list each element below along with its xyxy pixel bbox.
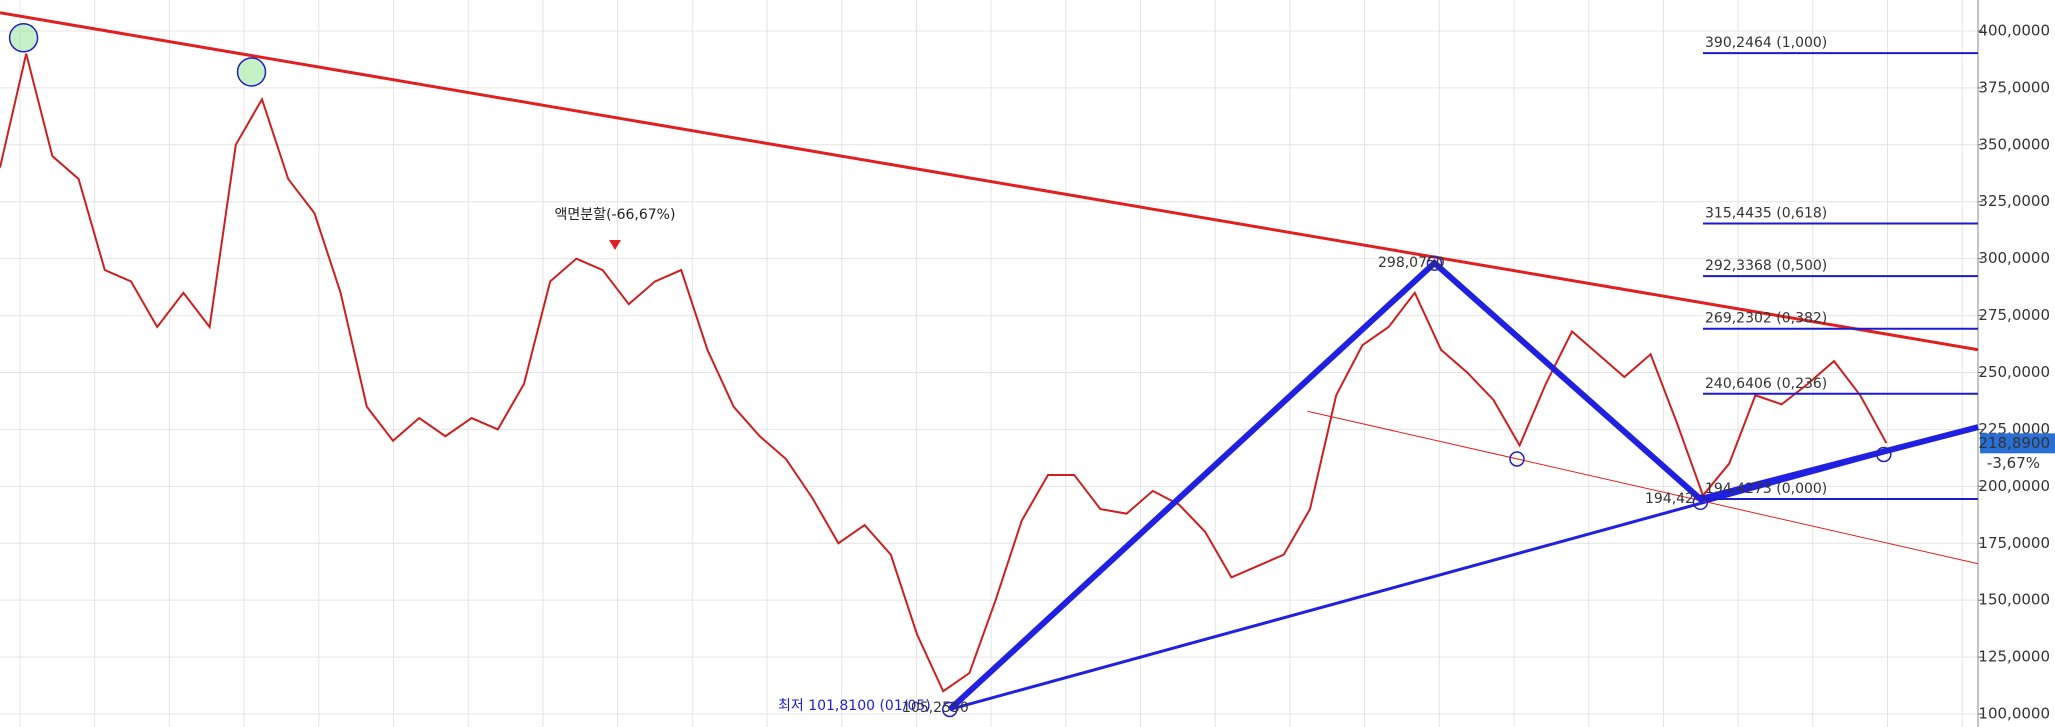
y-tick-label: 125,0000 (1978, 648, 2050, 666)
y-tick-label: 375,0000 (1978, 78, 2050, 96)
trendline (0, 11, 1979, 352)
change: -3,67% (1987, 454, 2040, 472)
pivot-marker (236, 57, 267, 87)
pivot-marker (1692, 494, 1709, 511)
y-tick-label: 275,0000 (1978, 306, 2050, 324)
y-tick-label: 250,0000 (1978, 363, 2050, 381)
fib-label: 315,4435 (0,618) (1705, 205, 1827, 221)
annotation: 194,42 (1645, 491, 1694, 507)
price-box (1980, 433, 2055, 454)
trendline (1307, 410, 1979, 565)
y-tick-label: 100,0000 (1978, 705, 2050, 723)
annotation: 최저 101,8100 (01/05) (778, 698, 931, 714)
fib-label: 194,4273 (0,000) (1705, 481, 1827, 497)
y-tick-label: 150,0000 (1978, 591, 2050, 609)
annotation: 105,2550 (902, 700, 969, 716)
y-tick-label: 325,0000 (1978, 192, 2050, 210)
pivot-marker (942, 701, 958, 718)
annotation: 298,0750 (1378, 255, 1445, 271)
split-arrow (609, 240, 621, 250)
y-tick-label: 400,0000 (1978, 21, 2050, 39)
pivot-marker (8, 23, 39, 53)
fib-label: 269,2302 (0,382) (1705, 311, 1827, 327)
y-tick-label: 200,0000 (1978, 477, 2050, 495)
fib-label: 240,6406 (0,236) (1705, 376, 1827, 392)
pivot-marker (1876, 446, 1892, 463)
annotation: 액면분할(-66,67%) (555, 207, 676, 223)
y-tick-label: 175,0000 (1978, 534, 2050, 552)
y-tick-label: 300,0000 (1978, 249, 2050, 267)
y-tick-label: 350,0000 (1978, 135, 2050, 153)
pivot-marker (1509, 451, 1525, 467)
trendline (947, 258, 1979, 712)
pivot-marker (1426, 255, 1443, 271)
fib-label: 390,2464 (1,000) (1705, 35, 1827, 51)
price-line (0, 53, 1888, 693)
fib-label: 292,3368 (0,500) (1705, 258, 1827, 274)
current-price: 218,8900 (1978, 434, 2050, 452)
